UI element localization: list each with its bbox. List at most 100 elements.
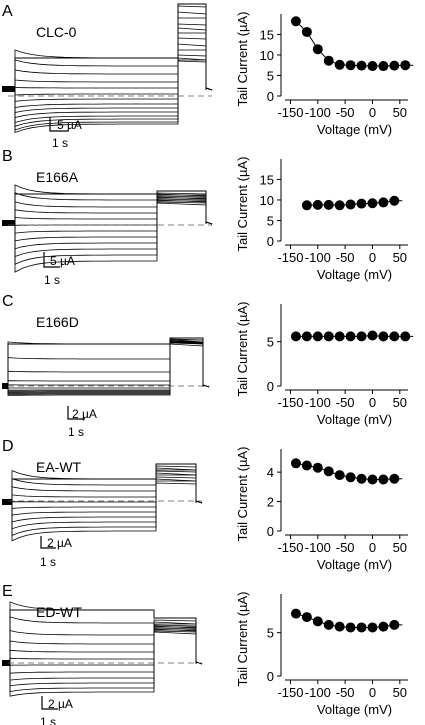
data-point <box>378 197 389 208</box>
panel-letter: B <box>2 148 13 165</box>
scale-bar-lines <box>40 536 56 549</box>
current-trace <box>9 623 203 665</box>
x-axis-title: Voltage (mV) <box>317 412 392 427</box>
y-axis-title: Tail Current (µA) <box>235 12 250 107</box>
current-trace <box>14 60 213 134</box>
current-trace <box>9 628 203 681</box>
scale-time-label: 1 s <box>52 136 68 150</box>
y-tick-label: 0 <box>267 524 274 539</box>
x-tick-label: -100 <box>305 395 331 410</box>
trace-title: ED-WT <box>36 604 82 620</box>
current-trace <box>14 193 213 225</box>
data-point <box>301 460 312 471</box>
panel-letter: D <box>2 438 14 455</box>
trace-title: CLC-0 <box>36 24 77 40</box>
data-point <box>367 474 378 485</box>
current-trace <box>7 338 210 388</box>
y-axis-title: Tail Current (µA) <box>235 592 250 687</box>
scale-time-label: 1 s <box>44 273 60 287</box>
x-tick-label: 0 <box>369 250 376 265</box>
x-tick-label: -150 <box>277 105 303 120</box>
x-tick-label: 0 <box>369 540 376 555</box>
current-trace <box>9 624 203 665</box>
scale-current-label: 5 µA <box>57 118 82 132</box>
data-point <box>312 199 323 210</box>
current-trace <box>14 32 213 102</box>
current-trace <box>14 17 213 91</box>
y-tick-label: 0 <box>267 89 274 104</box>
current-trace <box>14 59 213 131</box>
current-trace <box>11 470 203 504</box>
data-point <box>312 616 323 627</box>
data-point <box>290 331 301 342</box>
data-point <box>334 470 345 481</box>
x-tick-label: -50 <box>336 395 355 410</box>
current-trace <box>14 201 213 265</box>
y-tick-label: 5 <box>267 213 274 228</box>
data-point <box>345 331 356 342</box>
current-trace <box>7 340 210 388</box>
current-trace <box>9 616 203 665</box>
holding-current <box>2 220 15 226</box>
y-tick-label: 4 <box>267 465 274 480</box>
data-point <box>323 331 334 342</box>
x-tick-label: -100 <box>305 250 331 265</box>
current-trace <box>11 465 203 504</box>
x-tick-label: -150 <box>277 395 303 410</box>
fit-line <box>291 20 414 67</box>
data-point <box>334 59 345 70</box>
data-point <box>356 331 367 342</box>
current-trace <box>9 626 203 666</box>
x-tick-label: -100 <box>305 105 331 120</box>
current-trace <box>14 11 213 91</box>
current-trace <box>11 476 203 523</box>
current-trace <box>14 198 213 242</box>
data-point <box>334 200 345 211</box>
data-point <box>367 330 378 341</box>
x-tick-label: -50 <box>336 250 355 265</box>
y-axis-title: Tail Current (µA) <box>235 447 250 542</box>
current-trace <box>9 621 203 665</box>
current-trace <box>11 467 203 504</box>
y-tick-label: 0 <box>267 379 274 394</box>
holding-current <box>2 86 15 92</box>
y-axis-title: Tail Current (µA) <box>235 157 250 252</box>
current-trace <box>14 37 213 108</box>
x-tick-label: 0 <box>369 685 376 700</box>
current-trace <box>9 631 203 697</box>
data-point <box>323 619 334 630</box>
data-point <box>323 466 334 477</box>
panel-b: B E166A 5 µA 1 s 0 5 10 15 -150 -100 -50 0 50Vol… <box>2 148 408 287</box>
current-trace <box>9 630 203 693</box>
current-trace <box>14 192 213 225</box>
y-tick-label: 0 <box>267 234 274 249</box>
data-point <box>367 198 378 209</box>
current-trace <box>11 480 203 536</box>
y-tick-label: 5 <box>267 335 274 350</box>
data-point <box>356 198 367 209</box>
scale-current-label: 5 µA <box>50 254 75 268</box>
voltage-step-envelope <box>9 609 197 664</box>
scale-current-label: 2 µA <box>47 536 72 550</box>
current-trace <box>14 3 213 91</box>
panel-d: D EA-WT 2 µA 1 s 0 2 4 -150 -100 -50 0 50Voltag… <box>2 438 408 572</box>
current-trace <box>14 5 213 91</box>
data-point <box>367 622 378 633</box>
y-tick-label: 10 <box>260 193 274 208</box>
current-trace <box>14 49 213 118</box>
panel-letter: C <box>2 293 14 310</box>
data-point <box>345 472 356 483</box>
scale-bar-lines <box>43 252 60 268</box>
current-trace <box>14 57 213 127</box>
y-tick-label: 5 <box>267 68 274 83</box>
voltage-step-envelope <box>11 463 197 503</box>
panel-letter: A <box>2 3 13 20</box>
x-tick-label: -50 <box>336 105 355 120</box>
x-tick-label: -150 <box>277 685 303 700</box>
current-trace <box>7 340 210 389</box>
data-point <box>367 61 378 72</box>
data-point <box>400 60 411 71</box>
